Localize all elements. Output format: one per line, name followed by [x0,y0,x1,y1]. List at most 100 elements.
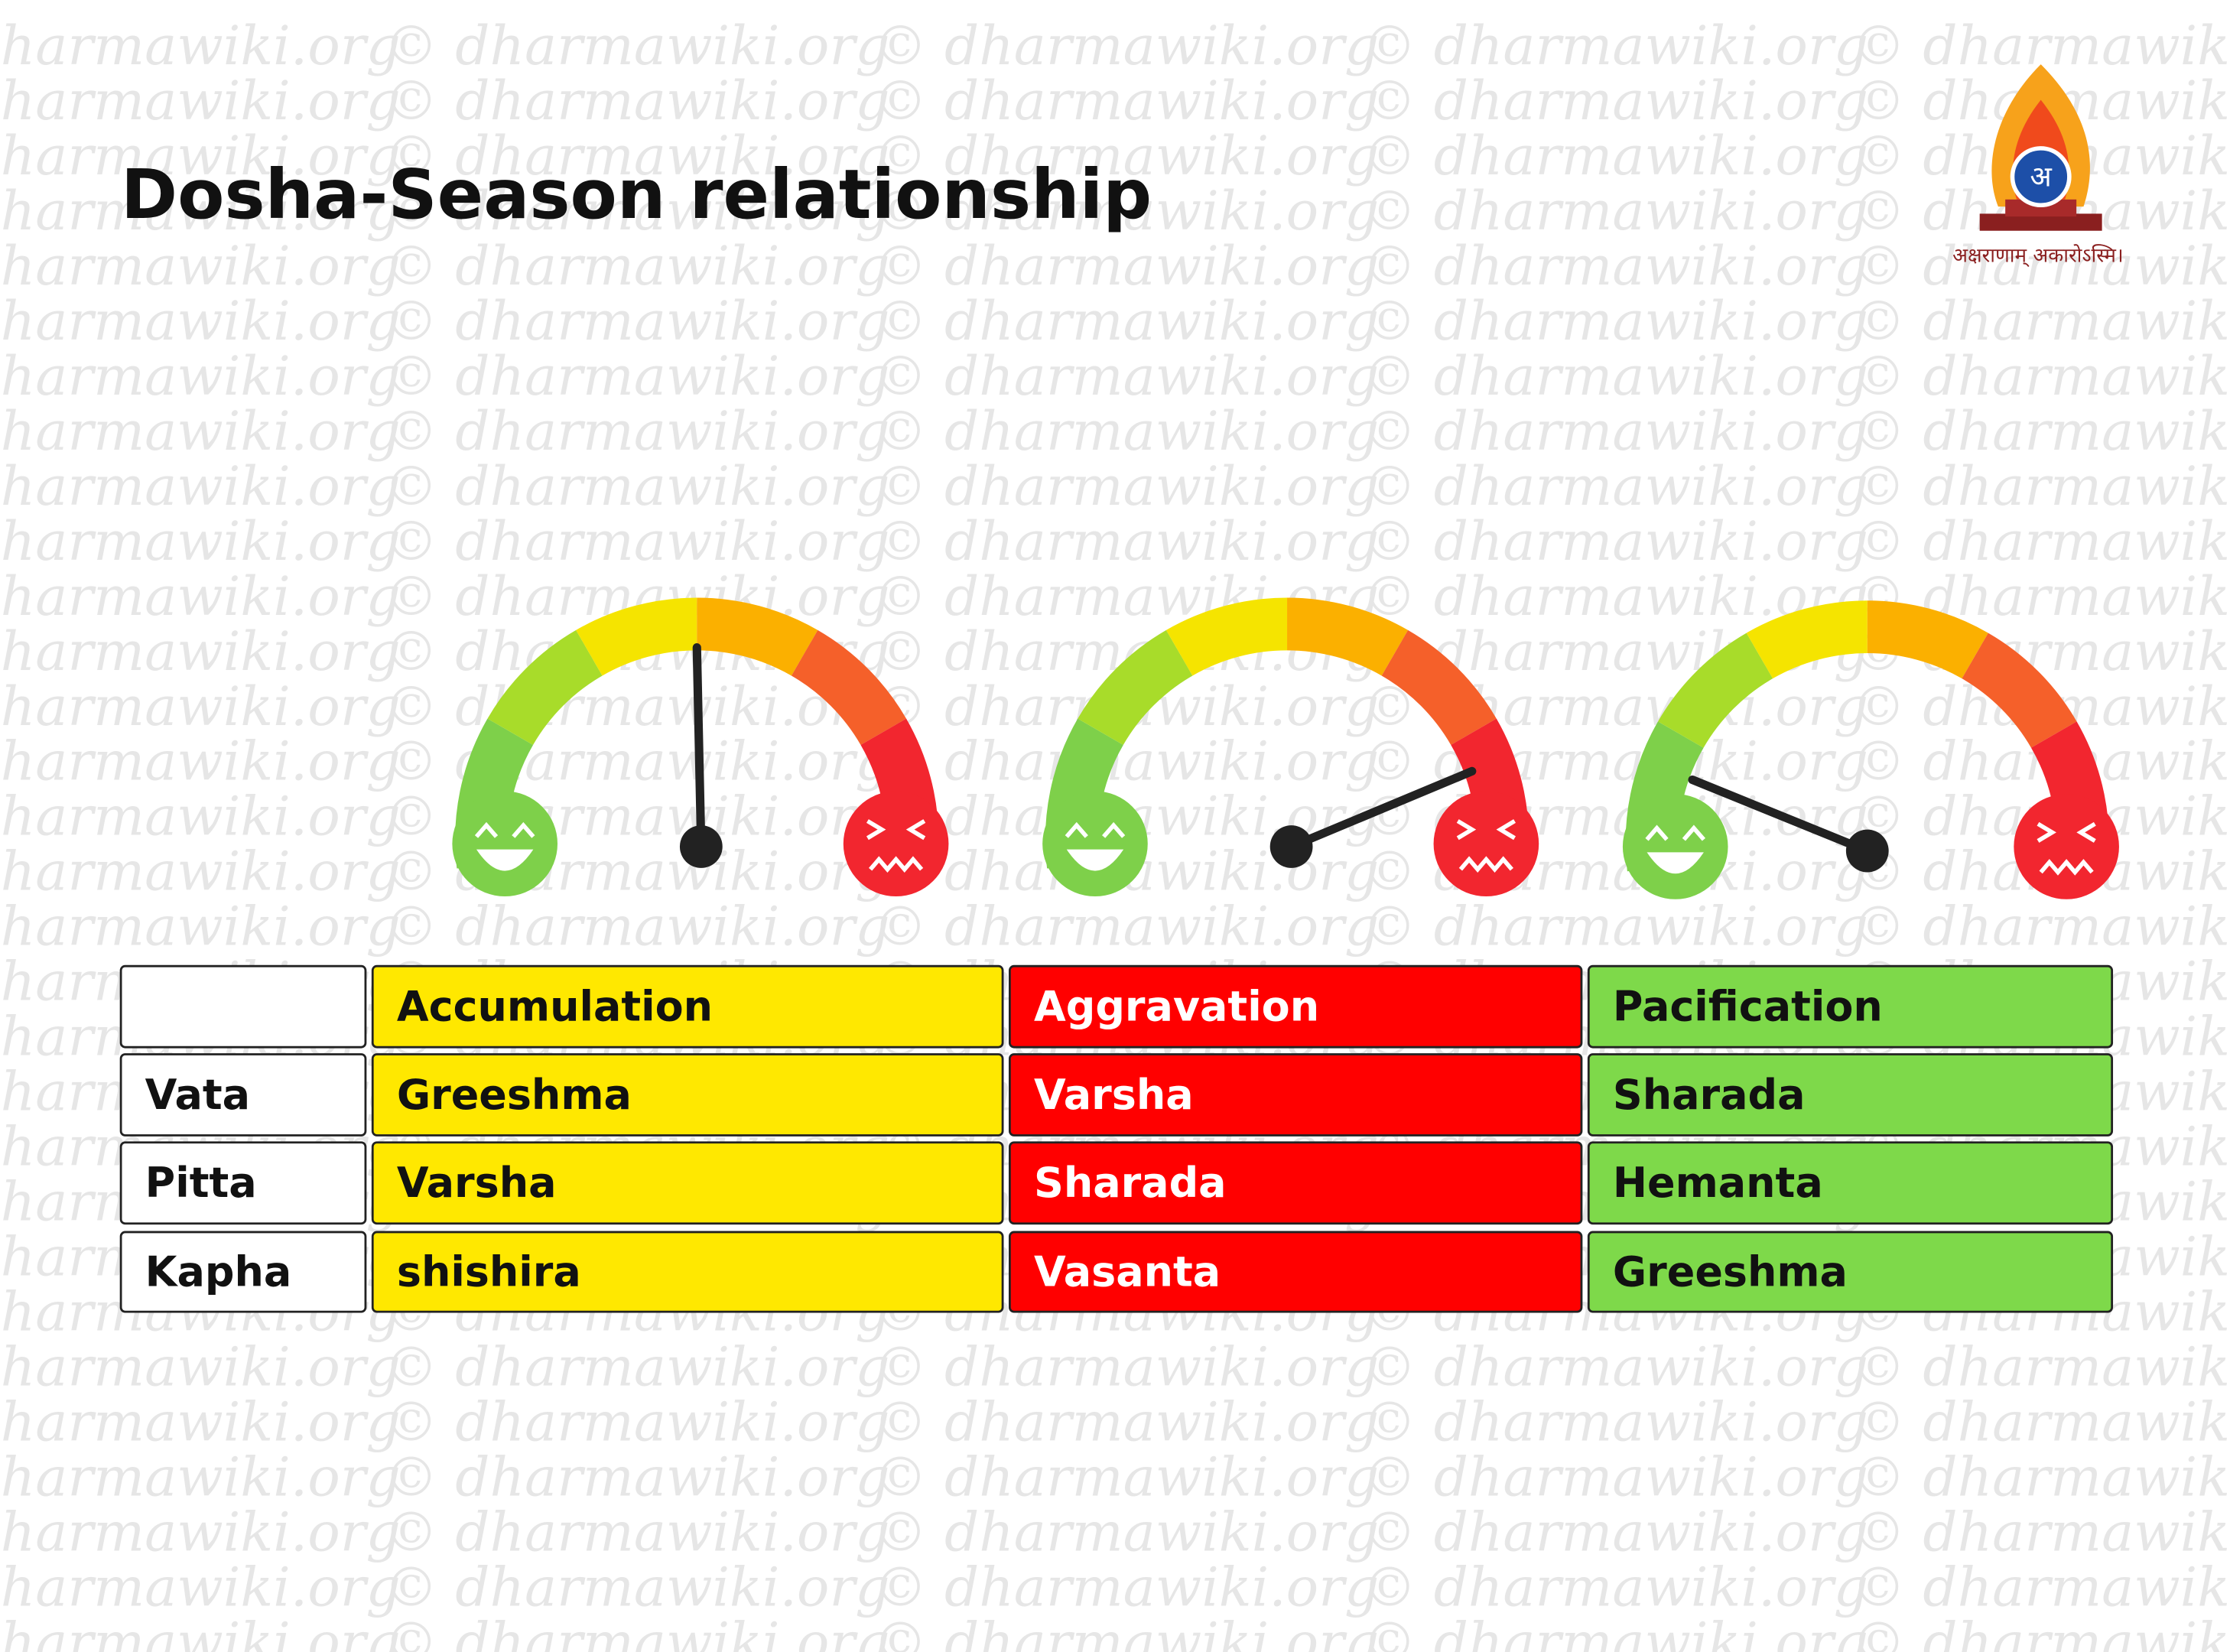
table: Accumulation Aggravation Pacification Vata G… [119,964,2114,1313]
happy-face [1042,791,1148,897]
table-cell [119,1053,367,1137]
happy-face [452,791,558,897]
watermark-text: © dharmawiki.org [873,344,1379,408]
watermark-text: © dharmawiki.org [1363,344,1868,408]
needle-hub [1269,825,1313,868]
watermark-text: © dharmawiki.org [1363,179,1868,242]
angry-mouth [869,856,924,873]
watermark-text: © dharmawiki.org [873,509,1379,573]
watermark-text: © dharmawiki.org [384,1445,889,1508]
watermark-text: © dharmawiki.org [1363,509,1868,573]
watermark-text: © dharmawiki.org [1363,1555,1868,1618]
table-cell [1587,964,2114,1049]
watermark-text: © dharmawiki.org [0,785,401,848]
cell-text: Varsha [397,1159,557,1207]
table-cell [119,1231,367,1313]
watermark-text: © dharmawiki.org [0,454,401,518]
happy-eyes [474,821,535,838]
happy-eyes [1065,821,1126,838]
gauge-segment [487,629,603,745]
watermark-text: © dharmawiki.org [0,730,401,793]
watermark-text: © dharmawiki.org [384,454,889,518]
table-cell [1008,1231,1583,1313]
cell-text: Hemanta [1613,1159,1823,1207]
cell-text: Sharada [1613,1071,1806,1119]
happy-eyes [1645,824,1706,841]
cell-text: Greeshma [397,1071,632,1119]
table-cell [1008,1141,1583,1225]
watermark-text: © dharmawiki.org [0,1500,401,1563]
table-cell [119,964,367,1049]
watermark-text: © dharmawiki.org [873,1335,1379,1398]
gauge-segment [1657,633,1773,748]
gauges [452,597,2119,899]
watermark-text: © dharmawiki.org [1851,1610,2230,1652]
watermark-text: © dharmawiki.org [1851,1390,2230,1453]
needle-hub [679,825,723,868]
watermark-text: © dharmawiki.org [0,1610,401,1652]
watermark-text: © dharmawiki.org [0,1555,401,1618]
watermark-text: © dharmawiki.org [1851,454,2230,518]
cell-text: Kapha [145,1247,292,1296]
watermark-text: © dharmawiki.org [1363,234,1868,298]
table-cell [1008,1053,1583,1137]
watermark-text: © dharmawiki.org [1851,1335,2230,1398]
cell-text: Sharada [1034,1159,1227,1207]
cell-text: Vasanta [1034,1247,1221,1296]
base [1979,213,2102,231]
watermark-text: © dharmawiki.org [1363,1445,1868,1508]
watermark-text: © dharmawiki.org [1363,454,1868,518]
watermark-text: © dharmawiki.org [1363,14,1868,77]
watermark-text: © dharmawiki.org [873,454,1379,518]
watermark-text: © dharmawiki.org [873,14,1379,77]
cell-text: shishira [397,1247,581,1296]
gauge-segment [1867,600,1988,679]
gauge-segment [697,597,818,676]
watermark-text: © dharmawiki.org [0,620,401,683]
cell-text: Varsha [1034,1071,1194,1119]
logo-circle [2010,146,2072,208]
table-cell [371,1141,1004,1225]
table-cell [371,964,1004,1049]
table-cell [1587,1053,2114,1137]
cell-text: Pacification [1613,983,1883,1031]
happy-mouth [1066,849,1124,871]
watermark-text: © dharmawiki.org [873,1500,1379,1563]
watermark-text: © dharmawiki.org [384,14,889,77]
logo-caption: अक्षराणाम् अकारोऽस्मि। [1952,244,2124,268]
watermark-text: © dharmawiki.org [873,1445,1379,1508]
watermark-text: © dharmawiki.org [1851,344,2230,408]
watermark-text: © dharmawiki.org [1363,399,1868,463]
title: Dosha-Season relationship [121,155,1152,235]
watermark-text: © dharmawiki.org [873,289,1379,353]
watermark-text: © dharmawiki.org [0,840,401,903]
angry-face [1433,791,1539,897]
angry-mouth [1458,856,1513,873]
watermark-text: © dharmawiki.org [0,675,401,738]
needle [692,643,706,851]
watermark-text: © dharmawiki.org [384,1500,889,1563]
watermark-text: © dharmawiki.org [0,1335,401,1398]
watermark-text: © dharmawiki.org [1851,234,2230,298]
watermark-text: © dharmawiki.org [873,1610,1379,1652]
watermark-text: © dharmawiki.org [1363,289,1868,353]
watermark-text: © dharmawiki.org [1851,289,2230,353]
cell-text: Vata [145,1071,250,1119]
watermark-text: © dharmawiki.org [873,69,1379,132]
logo: अ अक्षराणाम् अकारोऽस्मि। [1952,64,2124,268]
gauge-segment [1381,629,1497,745]
watermark-text: © dharmawiki.org [1363,1500,1868,1563]
watermark-text: © dharmawiki.org [1363,124,1868,187]
watermark-text: © dharmawiki.org [384,234,889,298]
watermark-text: © dharmawiki.org [0,1390,401,1453]
watermark-text: © dharmawiki.org [0,124,401,187]
watermark-text: © dharmawiki.org [1363,1610,1868,1652]
needle-hub [1845,829,1889,873]
watermark-text: © dharmawiki.org [873,234,1379,298]
watermark-text: © dharmawiki.org [0,509,401,573]
gauge-segment [576,597,697,676]
cell-text: Greeshma [1613,1247,1848,1296]
gauge-segment [1962,633,2077,748]
gauge-segment [1746,600,1868,679]
